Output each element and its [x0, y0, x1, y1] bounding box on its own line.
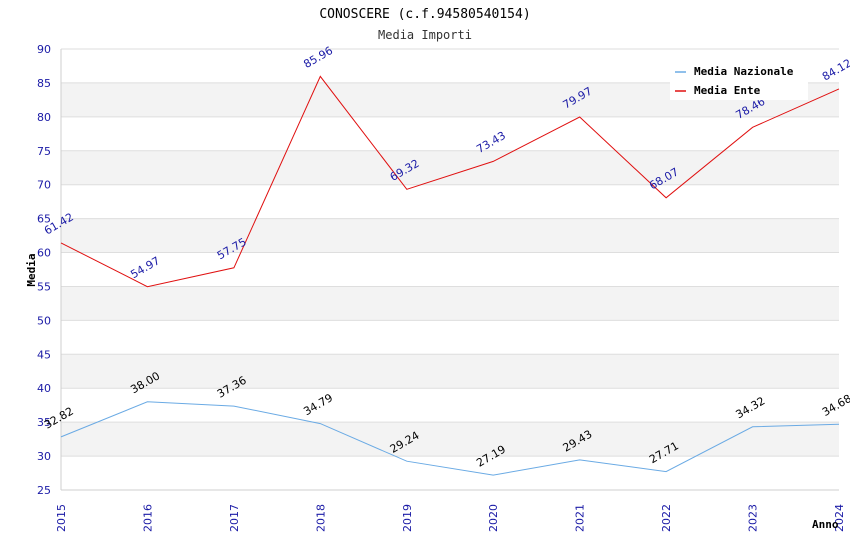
- y-tick-label: 90: [37, 43, 51, 56]
- y-tick-label: 25: [37, 484, 51, 497]
- data-label: 34.32: [734, 394, 768, 421]
- legend-label-media-nazionale: Media Nazionale: [694, 65, 794, 78]
- grid-lines: [61, 48, 839, 491]
- grid-band: [61, 422, 839, 457]
- data-label: 84.12: [820, 56, 850, 83]
- axes: [60, 49, 839, 491]
- chart-title: CONOSCERE (c.f.94580540154): [319, 7, 530, 22]
- y-tick-label: 70: [37, 179, 51, 192]
- x-tick-label: 2017: [228, 504, 241, 532]
- x-tick-label: 2018: [314, 504, 327, 532]
- legend-label-media-ente: Media Ente: [694, 84, 761, 97]
- legend-box: [670, 60, 808, 100]
- grid-band: [61, 354, 839, 389]
- y-tick-label: 85: [37, 77, 51, 90]
- y-tick-label: 75: [37, 145, 51, 158]
- data-label: 34.68: [820, 392, 850, 419]
- x-tick-labels: 2015 2016 2017 2018 2019 2020 2021 2022 2023 2024: [55, 504, 846, 532]
- y-tick-label: 60: [37, 247, 51, 260]
- y-tick-label: 65: [37, 213, 51, 226]
- y-tick-label: 30: [37, 450, 51, 463]
- x-tick-label: 2016: [141, 504, 154, 532]
- series-lines: [60, 75, 840, 476]
- x-axis-label: Anno: [812, 518, 839, 531]
- y-tick-labels: 25 30 35 40 45 50 55 60 65 70 75 80 85 90: [37, 43, 51, 497]
- grid-band: [61, 150, 839, 185]
- x-tick-label: 2023: [747, 504, 760, 532]
- y-tick-label: 35: [37, 416, 51, 429]
- y-axis-label: Media: [25, 253, 38, 286]
- legend: Media Nazionale Media Ente: [670, 60, 808, 100]
- grid-band: [61, 286, 839, 321]
- x-tick-label: 2021: [574, 504, 587, 532]
- x-tick-label: 2015: [55, 504, 68, 532]
- grid-band: [61, 218, 839, 253]
- x-tick-label: 2020: [487, 504, 500, 532]
- chart-subtitle: Media Importi: [378, 28, 472, 42]
- data-label: 54.97: [128, 254, 162, 281]
- series-line-media-nazionale: [60, 401, 840, 476]
- y-tick-label: 45: [37, 348, 51, 361]
- x-tick-label: 2022: [660, 504, 673, 532]
- y-tick-label: 50: [37, 314, 51, 327]
- data-label: 34.79: [301, 391, 335, 418]
- data-label: 85.96: [301, 44, 335, 71]
- grid-bands: [61, 82, 839, 457]
- y-tick-label: 55: [37, 280, 51, 293]
- x-tick-label: 2024: [833, 504, 846, 532]
- y-tick-label: 40: [37, 382, 51, 395]
- x-tick-label: 2019: [401, 504, 414, 532]
- series-line-media-ente: [60, 75, 840, 288]
- y-tick-label: 80: [37, 111, 51, 124]
